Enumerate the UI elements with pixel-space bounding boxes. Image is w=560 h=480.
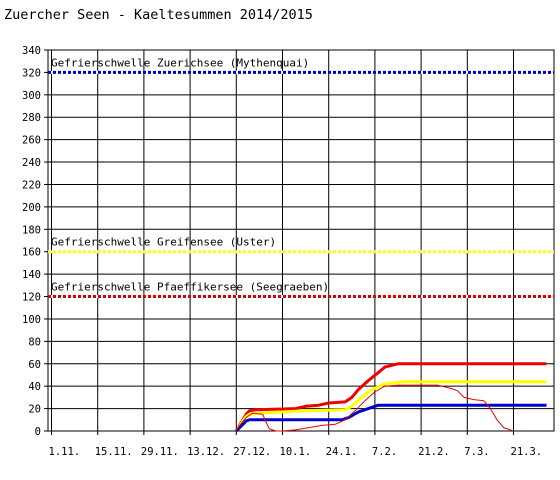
y-tick-label: 320 — [22, 67, 41, 79]
threshold-lines: Gefrierschwelle Zuerichsee (Mythenquai) G… — [48, 56, 554, 299]
y-tick-label: 40 — [28, 381, 41, 393]
y-tick-label: 60 — [28, 359, 41, 371]
x-tick-label: 27.12. — [233, 446, 271, 458]
x-tick-label: 13.12. — [187, 446, 225, 458]
y-tick-label: 120 — [22, 292, 41, 304]
x-axis-ticks: 1.11. 15.11. 29.11. 13.12. 27.12. 10.1. 24.1. 7… — [49, 431, 543, 458]
x-tick-label: 21.3. — [511, 446, 543, 458]
y-tick-label: 140 — [22, 269, 41, 281]
threshold-label: Gefrierschwelle Greifensee (Uster) — [51, 236, 276, 249]
x-tick-label: 10.1. — [280, 446, 312, 458]
chart-title: Zuercher Seen - Kaeltesummen 2014/2015 — [4, 7, 313, 23]
y-tick-label: 200 — [22, 202, 41, 214]
threshold-label: Gefrierschwelle Pfaeffikersee (Seegraebe… — [51, 281, 329, 294]
plot-area-frame — [47, 49, 555, 432]
y-tick-label: 0 — [35, 426, 41, 438]
y-tick-label: 240 — [22, 157, 41, 169]
y-tick-label: 280 — [22, 112, 41, 124]
series-line-3 — [235, 403, 547, 433]
x-tick-label: 21.2. — [418, 446, 450, 458]
x-tick-label: 7.3. — [464, 446, 489, 458]
y-tick-label: 100 — [22, 314, 41, 326]
y-tick-label: 300 — [22, 90, 41, 102]
series-line-4 — [235, 384, 514, 432]
y-tick-label: 80 — [28, 336, 41, 348]
x-tick-label: 15.11. — [95, 446, 133, 458]
grid — [48, 50, 554, 431]
y-axis-ticks: 0 20 40 60 80 100 120 140 160 180 200 220 240 260 280 3… — [22, 45, 48, 438]
y-tick-label: 20 — [28, 404, 41, 416]
threshold-label: Gefrierschwelle Zuerichsee (Mythenquai) — [51, 56, 309, 69]
series-lines — [235, 362, 547, 433]
y-tick-label: 260 — [22, 135, 41, 147]
x-tick-label: 24.1. — [326, 446, 358, 458]
y-tick-label: 220 — [22, 179, 41, 191]
y-tick-label: 340 — [22, 45, 41, 57]
x-tick-label: 7.2. — [372, 446, 397, 458]
y-tick-label: 180 — [22, 224, 41, 236]
x-tick-label: 1.11. — [49, 446, 81, 458]
x-tick-label: 29.11. — [141, 446, 179, 458]
y-tick-label: 160 — [22, 247, 41, 259]
